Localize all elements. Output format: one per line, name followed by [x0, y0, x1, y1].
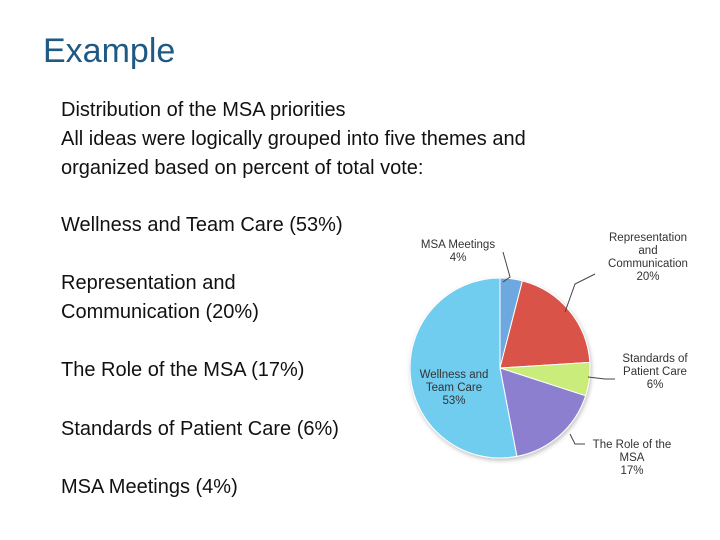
intro-line: All ideas were logically grouped into fi…: [61, 128, 526, 150]
pie-chart: MSA Meetings 4% Representation and Communica…: [400, 222, 710, 492]
pie-slice-representation-and-communication: [499, 280, 591, 369]
theme-item-representation: Representation and Communication (20%): [61, 272, 259, 323]
pie-label-representation-and-communication: Representation and Communication 20%: [608, 232, 688, 283]
pie-label-line: Communication: [608, 258, 688, 270]
pie-label-line: Team Care: [426, 382, 482, 394]
leader-line: [564, 273, 596, 313]
pie-label-line: MSA Meetings: [421, 239, 495, 251]
pie-chart-svg: MSA Meetings 4% Representation and Communica…: [409, 232, 688, 477]
theme-item-standards: Standards of Patient Care (6%): [61, 418, 339, 440]
pie-label-line: 4%: [450, 252, 467, 264]
pie-label-line: Wellness and: [420, 369, 489, 381]
pie-label-line: MSA: [620, 452, 645, 464]
leader-line: [587, 376, 615, 380]
pie-label-line: 53%: [442, 395, 465, 407]
intro-line: Distribution of the MSA priorities: [61, 99, 346, 121]
pie-label-line: The Role of the: [593, 439, 672, 451]
pie-label-line: and: [638, 245, 657, 257]
pie-label-standards-of-patient-care: Standards of Patient Care 6%: [622, 353, 688, 391]
pie-label-line: Representation: [609, 232, 687, 244]
intro-line: organized based on percent of total vote…: [61, 157, 424, 179]
theme-item-wellness: Wellness and Team Care (53%): [61, 214, 343, 236]
pie-label-line: 20%: [636, 271, 659, 283]
intro-text: Distribution of the MSA priorities All i…: [61, 96, 621, 183]
theme-item-role: The Role of the MSA (17%): [61, 359, 305, 381]
pie-label-line: 6%: [647, 379, 664, 391]
slide-title: Example: [43, 32, 176, 70]
pie-label-line: 17%: [620, 465, 643, 477]
pie-slice-the-role-of-the-msa: [499, 367, 587, 457]
pie-slice-wellness-and-team-care: [409, 277, 518, 459]
pie-label-wellness-and-team-care: Wellness and Team Care 53%: [420, 369, 489, 407]
pie-label-msa-meetings: MSA Meetings 4%: [421, 239, 495, 264]
pie-label-line: Patient Care: [623, 366, 687, 378]
theme-item-meetings: MSA Meetings (4%): [61, 476, 238, 498]
pie-label-line: Standards of: [622, 353, 688, 365]
pie-label-the-role-of-the-msa: The Role of the MSA 17%: [593, 439, 672, 477]
leader-line: [569, 433, 585, 445]
leader-line: [502, 251, 511, 283]
